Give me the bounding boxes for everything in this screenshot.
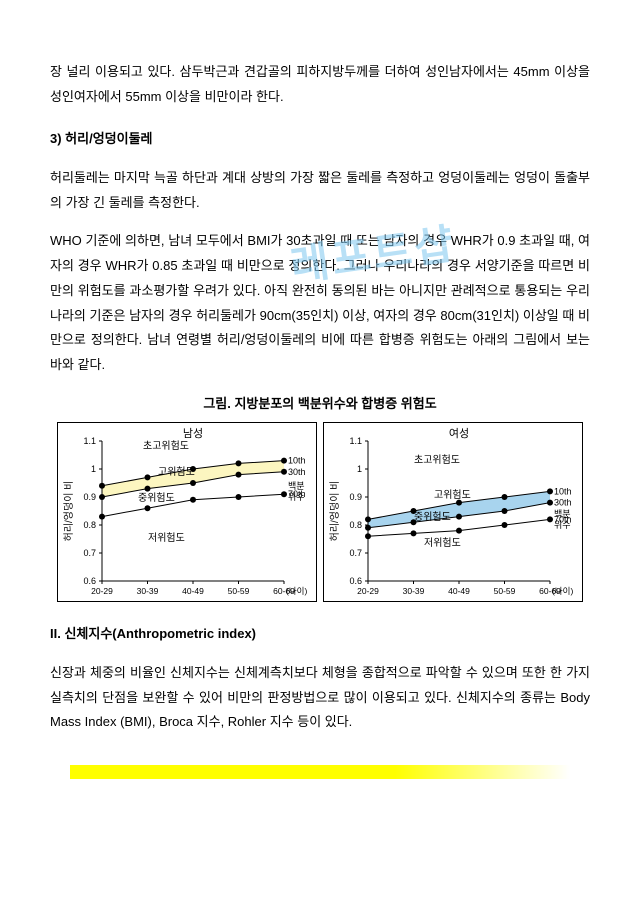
svg-text:0.7: 0.7 [83,548,96,558]
svg-text:1.1: 1.1 [349,436,362,446]
svg-text:여성: 여성 [449,427,469,440]
svg-text:0.7: 0.7 [349,548,362,558]
svg-text:0.9: 0.9 [349,492,362,502]
heading-anthropometric: II. 신체지수(Anthropometric index) [50,622,590,647]
svg-text:20-29: 20-29 [91,586,113,596]
chart-section: 그림. 지방분포의 백분위수와 합병증 위험도 0.6 0.7 0.8 0.9 1 1.1… [50,392,590,603]
svg-text:고위험도: 고위험도 [434,488,471,501]
svg-text:허리/엉덩이 비: 허리/엉덩이 비 [329,481,341,542]
paragraph-4: 신장과 체중의 비율인 신체지수는 신체계측치보다 체형을 종합적으로 파악할 … [50,661,590,735]
svg-text:30th: 30th [554,498,572,508]
svg-text:30-39: 30-39 [403,586,425,596]
footer-bar [70,765,570,779]
svg-text:0.6: 0.6 [349,576,362,586]
chart-title: 그림. 지방분포의 백분위수와 합병증 위험도 [50,392,590,417]
chart-female: 0.60.70.80.911.120-2930-3940-4950-5960-6… [323,422,583,602]
paragraph-1: 장 널리 이용되고 있다. 삼두박근과 견갑골의 피하지방두께를 더하여 성인남… [50,60,590,109]
svg-text:백분: 백분 [288,481,305,491]
svg-text:남성: 남성 [183,427,203,440]
svg-text:0.6: 0.6 [83,576,96,586]
svg-text:초고위험도: 초고위험도 [414,453,460,466]
paragraph-2: 허리둘레는 마지막 늑골 하단과 계대 상방의 가장 짧은 둘레를 측정하고 엉… [50,166,590,215]
svg-text:10th: 10th [288,456,306,466]
svg-text:허리/엉덩이 비: 허리/엉덩이 비 [63,481,75,542]
svg-text:0.8: 0.8 [83,520,96,530]
svg-text:저위험도: 저위험도 [424,536,461,549]
svg-text:(나이): (나이) [552,586,573,596]
svg-text:1: 1 [357,464,362,474]
svg-text:50-59: 50-59 [228,586,250,596]
svg-text:10th: 10th [554,487,572,497]
svg-text:중위험도: 중위험도 [414,510,451,523]
svg-text:20-29: 20-29 [357,586,379,596]
svg-text:40-49: 40-49 [448,586,470,596]
chart-male: 0.60.70.80.911.120-2930-3940-4950-5960-6… [57,422,317,602]
svg-text:30th: 30th [288,467,306,477]
svg-text:위수: 위수 [554,520,571,530]
svg-text:40-49: 40-49 [182,586,204,596]
svg-text:1.1: 1.1 [83,436,96,446]
svg-text:중위험도: 중위험도 [138,491,175,504]
heading-waist-hip: 3) 허리/엉덩이둘레 [50,127,590,152]
svg-text:50-59: 50-59 [494,586,516,596]
svg-text:백분: 백분 [554,509,571,519]
svg-text:0.9: 0.9 [83,492,96,502]
paragraph-3: WHO 기준에 의하면, 남녀 모두에서 BMI가 30초과일 때 또는 남자의… [50,229,590,377]
svg-text:(나이): (나이) [286,586,307,596]
svg-text:30-39: 30-39 [137,586,159,596]
svg-text:초고위험도: 초고위험도 [143,439,189,452]
svg-text:위수: 위수 [288,492,305,502]
svg-text:1: 1 [91,464,96,474]
svg-text:저위험도: 저위험도 [148,531,185,544]
svg-text:고위험도: 고위험도 [158,465,195,478]
svg-text:0.8: 0.8 [349,520,362,530]
chart-row: 0.60.70.80.911.120-2930-3940-4950-5960-6… [50,422,590,602]
